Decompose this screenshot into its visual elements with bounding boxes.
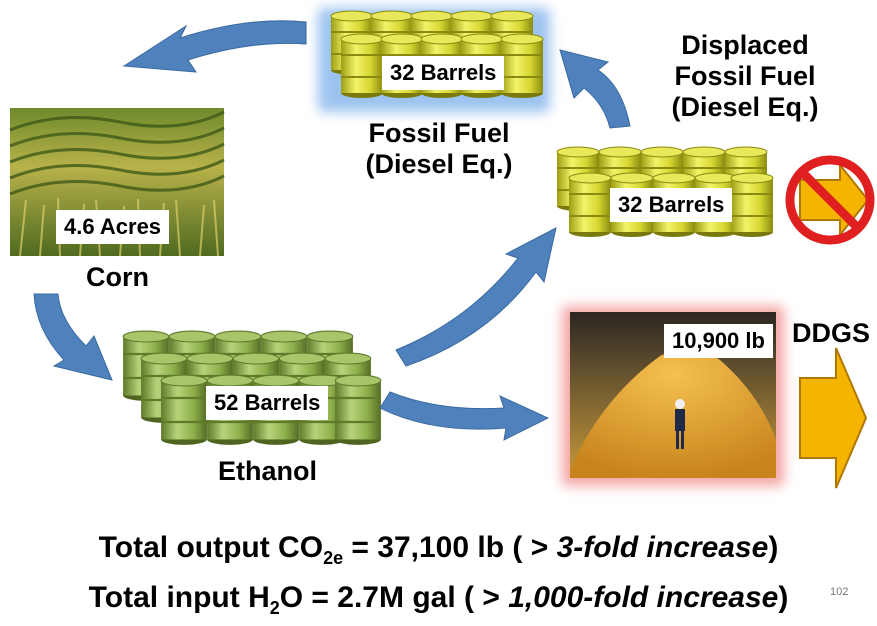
summary-water-emphasis: 1,000-fold increase [508, 581, 779, 614]
summary-water-subscript: 2 [269, 598, 280, 618]
summary-co2-emphasis: 3-fold increase [556, 531, 769, 564]
ethanol-quantity-label: 52 Barrels [206, 386, 329, 420]
fossil-fuel-quantity-label: 32 Barrels [382, 56, 505, 90]
summary-co2-line: Total output CO2e = 37,100 lb ( > 3-fold… [0, 530, 877, 576]
worker-figure [675, 399, 685, 449]
ddgs-caption: DDGS [792, 318, 871, 348]
displaced-fuel-caption-line1: Displaced [681, 30, 809, 60]
displaced-fuel-caption: Displaced Fossil Fuel (Diesel Eq.) [650, 30, 840, 123]
arrow-ethanol-to-displaced-icon [395, 227, 557, 367]
fossil-fuel-caption: Fossil Fuel (Diesel Eq.) [344, 118, 534, 180]
summary-water-value: O = 2.7M gal ( > [279, 581, 509, 614]
summary-co2-prefix: Total output CO [98, 531, 324, 564]
arrow-corn-to-ethanol-icon [33, 293, 113, 381]
summary-co2-value: = 37,100 lb ( > [343, 531, 557, 564]
corn-area-label: 4.6 Acres [56, 210, 170, 244]
ethanol-caption: Ethanol [218, 456, 317, 486]
arrow-displaced-to-fossil-icon [559, 49, 631, 129]
fossil-fuel-caption-line1: Fossil Fuel [368, 118, 510, 148]
displaced-fuel-quantity-label: 32 Barrels [610, 188, 733, 222]
displaced-fuel-caption-line3: (Diesel Eq.) [671, 92, 819, 122]
displaced-fuel-caption-line2: Fossil Fuel [674, 61, 816, 91]
fossil-fuel-caption-line2: (Diesel Eq.) [365, 149, 513, 179]
no-sign-icon [785, 155, 875, 245]
summary-water-suffix: ) [778, 581, 789, 614]
summary-water-line: Total input H2O = 2.7M gal ( > 1,000-fol… [0, 580, 877, 626]
summary-co2-subscript: 2e [323, 548, 344, 568]
arrow-ethanol-to-ddgs-icon [379, 391, 550, 441]
page-number: 102 [830, 586, 849, 598]
corn-caption: Corn [86, 262, 149, 292]
summary-water-prefix: Total input H [88, 581, 270, 614]
orange-output-arrow-icon [799, 347, 868, 489]
ddgs-weight-label: 10,900 lb [664, 324, 773, 358]
arrow-fossil-to-corn-icon [122, 20, 307, 73]
summary-co2-suffix: ) [768, 531, 779, 564]
